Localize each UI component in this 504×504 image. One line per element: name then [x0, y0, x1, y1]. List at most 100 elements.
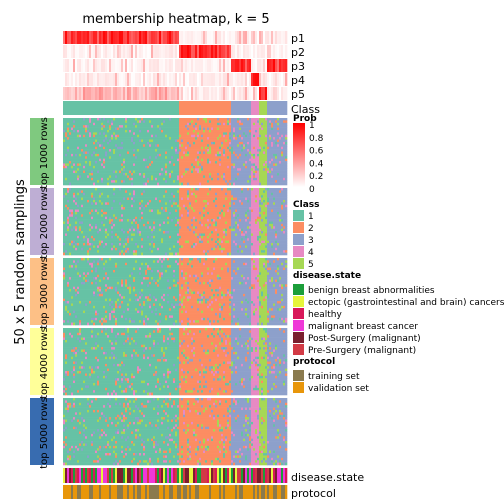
- sampling-cell: [85, 144, 88, 148]
- sampling-cell: [91, 195, 94, 198]
- sampling-cell: [131, 139, 134, 143]
- sampling-cell: [125, 310, 138, 314]
- sampling-cell: [181, 298, 184, 302]
- sampling-cell: [217, 233, 220, 237]
- sampling-cell: [181, 339, 184, 343]
- sampling-cell: [93, 260, 96, 264]
- sampling-cell: [173, 284, 176, 288]
- prob-cell: [131, 87, 134, 100]
- sampling-cell: [231, 122, 240, 126]
- sampling-cell: [247, 211, 252, 215]
- group-bar-4: [30, 328, 54, 395]
- sampling-cell: [103, 322, 116, 326]
- prob-cell: [141, 45, 144, 58]
- sampling-cell: [111, 305, 114, 309]
- sampling-cell: [107, 392, 110, 396]
- class-cell: [231, 101, 234, 115]
- sampling-cell: [209, 223, 212, 227]
- sampling-cell: [95, 277, 98, 280]
- sampling-cell: [63, 303, 72, 307]
- sampling-cell: [75, 216, 78, 220]
- sampling-cell: [213, 342, 220, 346]
- sampling-cell: [145, 315, 148, 319]
- sampling-cell: [237, 144, 240, 148]
- sampling-cell: [165, 385, 168, 389]
- sampling-cell: [201, 344, 204, 348]
- sampling-cell: [63, 247, 76, 251]
- sampling-cell: [197, 134, 200, 138]
- sampling-cell: [235, 243, 238, 246]
- sampling-cell: [231, 267, 238, 271]
- prob-cell: [235, 73, 238, 86]
- sampling-cell: [99, 380, 116, 384]
- sampling-cell: [237, 342, 240, 346]
- sampling-cell: [177, 158, 180, 162]
- sampling-cell: [259, 317, 268, 321]
- sampling-cell: [273, 158, 286, 162]
- sampling-cell: [83, 361, 122, 365]
- sampling-cell: [267, 219, 280, 222]
- sampling-cell: [285, 368, 288, 372]
- sampling-cell: [193, 120, 206, 124]
- sampling-cell: [281, 286, 284, 290]
- sampling-cell: [195, 320, 200, 323]
- sampling-cell: [227, 289, 230, 292]
- sampling-cell: [177, 262, 180, 266]
- sampling-cell: [153, 125, 158, 128]
- prob-cell: [119, 31, 122, 44]
- sampling-cell: [197, 258, 200, 261]
- sampling-cell: [183, 214, 188, 218]
- sampling-cell: [271, 122, 274, 126]
- row-label-p1: p1: [291, 32, 305, 45]
- sampling-cell: [217, 298, 230, 302]
- prob-cell: [119, 45, 122, 58]
- sampling-cell: [139, 328, 158, 331]
- sampling-cell: [83, 235, 86, 239]
- prob-cell: [173, 45, 176, 58]
- sampling-cell: [147, 356, 150, 360]
- prob-cell: [121, 73, 124, 86]
- sampling-cell: [141, 262, 144, 266]
- sampling-cell: [155, 320, 158, 323]
- sampling-cell: [87, 151, 90, 155]
- sampling-cell: [259, 380, 262, 384]
- sampling-cell: [149, 383, 160, 386]
- prob-cell: [171, 59, 174, 72]
- sampling-cell: [107, 216, 110, 220]
- sampling-cell: [223, 153, 226, 157]
- sampling-cell: [121, 243, 124, 246]
- sampling-cell: [99, 231, 106, 234]
- sampling-cell: [205, 120, 208, 124]
- sampling-cell: [245, 219, 248, 222]
- sampling-cell: [189, 182, 200, 186]
- sampling-cell: [115, 322, 118, 326]
- sampling-cell: [105, 125, 110, 128]
- sampling-cell: [155, 144, 158, 148]
- sampling-cell: [63, 250, 66, 253]
- sampling-cell: [193, 226, 196, 229]
- prob-cell: [211, 31, 214, 44]
- sampling-cell: [239, 199, 242, 203]
- sampling-cell: [279, 284, 282, 288]
- sampling-cell: [93, 390, 96, 393]
- sampling-cell: [197, 156, 200, 159]
- sampling-cell: [205, 380, 208, 384]
- prob-cell: [189, 73, 192, 86]
- sampling-cell: [217, 277, 220, 280]
- prob-cell: [69, 73, 72, 86]
- sampling-cell: [223, 214, 226, 218]
- prob-cell: [119, 87, 122, 100]
- sampling-cell: [141, 219, 172, 222]
- sampling-cell: [173, 245, 176, 249]
- sampling-cell: [229, 156, 232, 159]
- sampling-cell: [109, 368, 120, 372]
- prob-cell: [117, 59, 120, 72]
- sampling-cell: [121, 373, 124, 377]
- sampling-cell: [201, 165, 204, 169]
- sampling-cell: [77, 202, 92, 206]
- sampling-cell: [187, 310, 202, 314]
- class-cell: [103, 101, 106, 115]
- prob-cell: [93, 45, 96, 58]
- prob-cell: [279, 45, 282, 58]
- sampling-cell: [149, 347, 152, 350]
